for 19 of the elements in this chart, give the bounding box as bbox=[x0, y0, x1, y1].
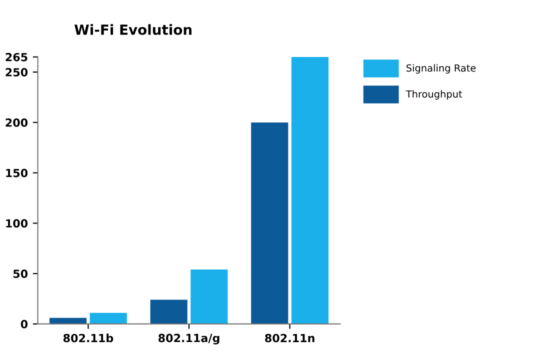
bar bbox=[291, 56, 329, 324]
y-tick-label: 250 bbox=[6, 68, 28, 76]
y-tick-label: 265 bbox=[6, 52, 28, 62]
x-tick-label: 802.11n bbox=[265, 334, 314, 342]
y-tick-label: 100 bbox=[6, 219, 28, 228]
y-tick-label: 200 bbox=[6, 118, 28, 127]
chart-title: Wi-Fi Evolution bbox=[74, 24, 192, 35]
legend-label: Throughput bbox=[406, 90, 462, 100]
bar bbox=[49, 318, 87, 324]
x-tick-label: 802.11a/g bbox=[158, 334, 220, 344]
bar bbox=[90, 312, 127, 324]
bar bbox=[251, 122, 288, 324]
y-tick-label: 150 bbox=[6, 168, 28, 178]
bar bbox=[190, 270, 228, 324]
y-tick-label: 50 bbox=[13, 270, 28, 278]
bar bbox=[150, 300, 188, 324]
x-tick-label: 802.11b bbox=[63, 334, 114, 342]
y-tick-label: 0 bbox=[20, 320, 28, 328]
legend-label: Signaling Rate bbox=[406, 64, 476, 74]
